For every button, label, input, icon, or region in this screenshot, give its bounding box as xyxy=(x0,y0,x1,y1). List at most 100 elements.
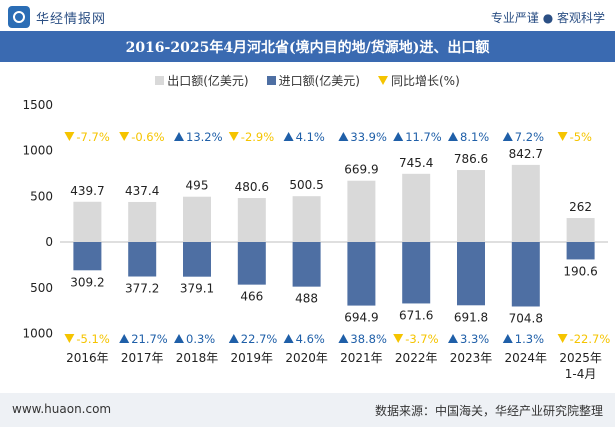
import-yoy-label: 1.3% xyxy=(515,332,544,346)
export-value-label: 437.4 xyxy=(125,184,159,198)
export-yoy-label: -0.6% xyxy=(131,130,164,144)
brand-name: 华经情报网 xyxy=(36,11,107,27)
y-tick-label: 0 xyxy=(45,235,53,249)
export-yoy-label: 8.1% xyxy=(460,130,489,144)
export-value-label: 262 xyxy=(569,200,592,214)
footer-source: 数据来源：中国海关，华经产业研究院整理 xyxy=(374,404,603,418)
x-tick-label: 2018年 xyxy=(176,351,219,365)
footer-website: www.huaon.com xyxy=(12,402,112,416)
import-value-label: 377.2 xyxy=(125,282,159,296)
import-yoy-label: 38.8% xyxy=(350,332,387,346)
x-tick-label: 2020年 xyxy=(285,351,328,365)
import-yoy-up-triangle-icon xyxy=(174,334,184,343)
import-bar xyxy=(292,242,321,287)
export-yoy-down-triangle-icon xyxy=(64,132,75,141)
import-yoy-up-triangle-icon xyxy=(228,334,239,343)
import-yoy-label: 22.7% xyxy=(241,332,278,346)
export-value-label: 669.9 xyxy=(344,163,378,177)
import-bar xyxy=(457,242,485,306)
export-bar xyxy=(237,198,266,242)
export-bar xyxy=(566,218,595,242)
x-tick-label: 2016年 xyxy=(66,351,109,365)
export-value-label: 745.4 xyxy=(399,156,433,170)
import-yoy-label: 0.3% xyxy=(186,332,215,346)
import-value-label: 190.6 xyxy=(563,264,597,278)
export-yoy-up-triangle-icon xyxy=(174,132,184,141)
import-bar xyxy=(566,242,595,260)
y-tick-label: 500 xyxy=(30,189,53,203)
import-bar xyxy=(347,242,376,306)
import-yoy-up-triangle-icon xyxy=(338,334,349,343)
export-bar xyxy=(457,170,485,242)
y-tick-label: 1000 xyxy=(22,144,53,158)
export-yoy-label: 13.2% xyxy=(186,130,223,144)
export-value-label: 786.6 xyxy=(454,152,488,166)
brand: 华经情报网 xyxy=(8,6,106,28)
import-yoy-down-triangle-icon xyxy=(557,334,568,343)
export-yoy-up-triangle-icon xyxy=(502,132,513,141)
import-yoy-up-triangle-icon xyxy=(119,334,130,343)
import-value-label: 704.8 xyxy=(509,311,543,325)
chart-title: 2016-2025年4月河北省(境内目的地/货源地)进、出口额 xyxy=(125,39,490,56)
export-yoy-label: 7.2% xyxy=(515,130,544,144)
import-yoy-down-triangle-icon xyxy=(64,334,75,343)
legend-import-label: 进口额(亿美元) xyxy=(278,74,360,88)
import-yoy-up-triangle-icon xyxy=(502,334,513,343)
export-value-label: 480.6 xyxy=(235,180,269,194)
export-bar xyxy=(511,164,540,242)
export-swatch-icon xyxy=(155,76,165,85)
import-bar xyxy=(128,242,157,277)
export-value-label: 500.5 xyxy=(289,178,323,192)
x-tick-label: 2025年 xyxy=(559,351,602,365)
x-tick-label: 2021年 xyxy=(340,351,383,365)
x-tick-label: 2017年 xyxy=(121,351,164,365)
export-yoy-label: 33.9% xyxy=(350,130,387,144)
export-bar xyxy=(292,196,321,242)
y-tick-label: 1000 xyxy=(22,327,53,341)
legend-yoy: 同比增长(%) xyxy=(377,72,460,89)
import-value-label: 379.1 xyxy=(180,282,214,296)
export-yoy-label: 4.1% xyxy=(296,130,325,144)
import-yoy-up-triangle-icon xyxy=(448,334,458,343)
import-value-label: 691.8 xyxy=(454,310,488,324)
x-tick-label: 2022年 xyxy=(395,351,438,365)
y-tick-label: 1500 xyxy=(22,98,53,112)
import-value-label: 671.6 xyxy=(399,308,433,322)
x-tick-label: 2023年 xyxy=(450,351,493,365)
footer: www.huaon.com 数据来源：中国海关，华经产业研究院整理 xyxy=(0,393,615,427)
huajing-logo-icon xyxy=(8,6,30,28)
x-tick-label: 2019年 xyxy=(231,351,274,365)
import-bar xyxy=(402,242,431,304)
export-yoy-down-triangle-icon xyxy=(557,132,568,141)
tagline: 专业严谨 ● 客观科学 xyxy=(490,11,605,25)
import-yoy-label: -3.7% xyxy=(405,332,438,346)
import-value-label: 488 xyxy=(295,292,318,306)
import-swatch-icon xyxy=(266,76,276,85)
import-yoy-label: 4.6% xyxy=(296,332,325,346)
legend-export: 出口额(亿美元) xyxy=(155,72,249,89)
export-yoy-label: -5% xyxy=(570,130,592,144)
import-yoy-up-triangle-icon xyxy=(283,334,294,343)
export-yoy-label: -2.9% xyxy=(241,130,274,144)
y-tick-label: 500 xyxy=(30,281,53,295)
export-bar xyxy=(402,173,431,242)
export-value-label: 439.7 xyxy=(70,184,104,198)
import-yoy-label: -5.1% xyxy=(76,332,109,346)
export-bar xyxy=(73,201,102,242)
export-yoy-up-triangle-icon xyxy=(338,132,349,141)
chart-legend: 出口额(亿美元) 进口额(亿美元) 同比增长(%) xyxy=(0,72,615,89)
legend-import: 进口额(亿美元) xyxy=(266,72,360,89)
x-tick-label: 1-4月 xyxy=(565,367,597,381)
export-yoy-up-triangle-icon xyxy=(393,132,404,141)
import-yoy-down-triangle-icon xyxy=(393,334,404,343)
import-value-label: 309.2 xyxy=(70,275,104,289)
import-value-label: 694.9 xyxy=(344,311,378,325)
down-triangle-icon xyxy=(377,76,388,85)
export-yoy-up-triangle-icon xyxy=(283,132,294,141)
export-yoy-label: 11.7% xyxy=(405,130,442,144)
export-value-label: 495 xyxy=(186,179,209,193)
export-yoy-down-triangle-icon xyxy=(119,132,130,141)
export-bar xyxy=(128,201,157,242)
export-bar xyxy=(347,180,376,242)
